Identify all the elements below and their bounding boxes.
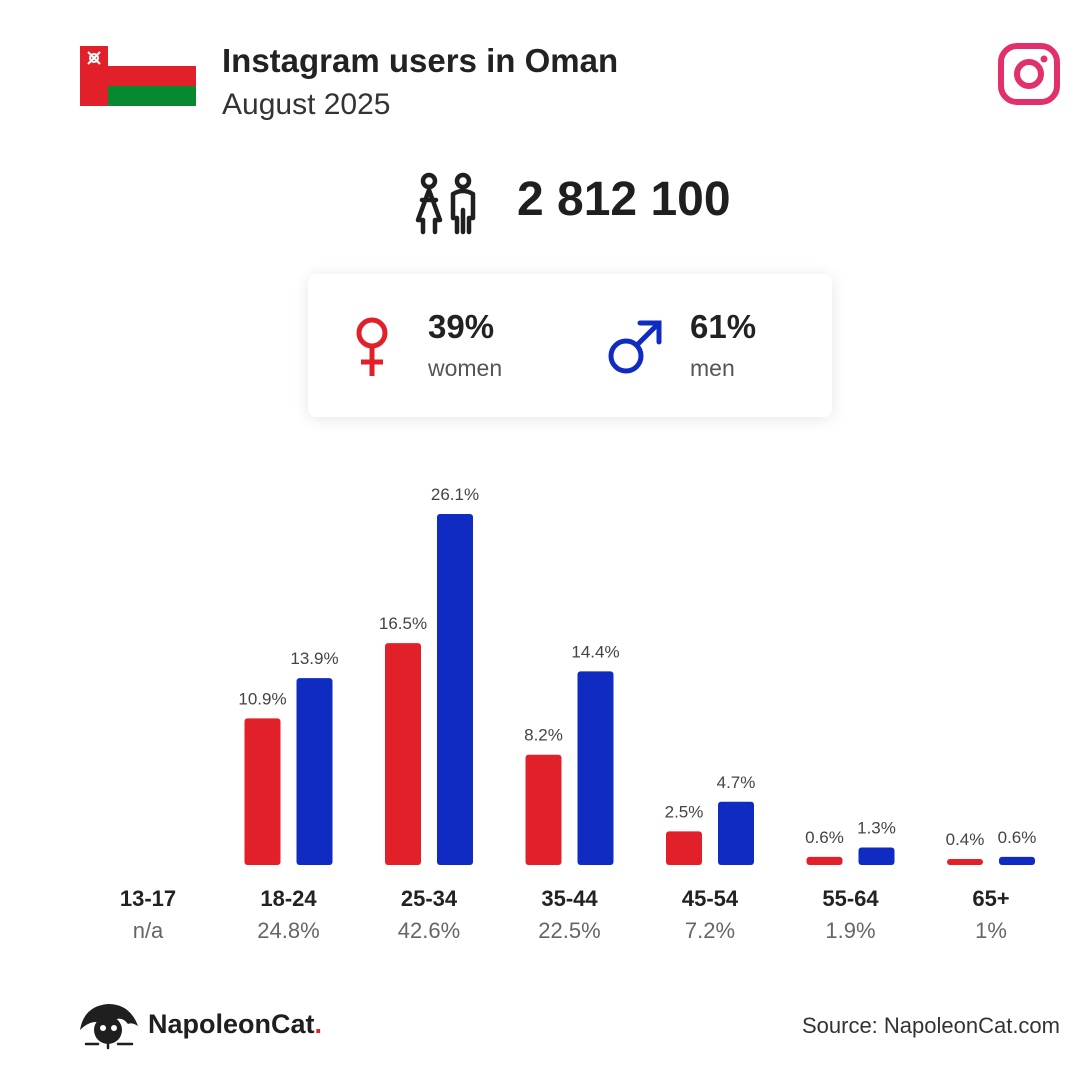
bar-women-25-34 [385, 643, 421, 865]
bar-women-18-24 [244, 718, 281, 865]
value-label-men-35-44: 14.4% [571, 642, 619, 661]
napoleoncat-logo-icon [80, 1004, 138, 1050]
bar-women-35-44 [525, 754, 562, 865]
bar-men-45-54 [718, 801, 754, 865]
source-note: Source: NapoleonCat.com [801, 1013, 1060, 1038]
category-total-55-64: 1.9% [825, 918, 875, 943]
value-label-men-65+: 0.6% [998, 828, 1037, 847]
total-users: 2 812 100 [517, 173, 731, 226]
category-total-65+: 1% [975, 918, 1007, 943]
oman-flag-icon [80, 46, 196, 106]
bar-women-65+ [947, 859, 983, 865]
category-total-13-17: n/a [133, 918, 164, 943]
value-label-women-18-24: 10.9% [238, 689, 286, 708]
category-label-55-64: 55-64 [822, 886, 879, 911]
bar-women-55-64 [806, 856, 843, 865]
category-total-35-44: 22.5% [538, 918, 600, 943]
category-label-45-54: 45-54 [682, 886, 739, 911]
brand-name: NapoleonCat. [148, 1009, 323, 1039]
page-title: Instagram users in Oman [222, 42, 619, 79]
bar-men-18-24 [296, 678, 333, 865]
bar-men-25-34 [437, 514, 473, 865]
men-label: men [690, 355, 735, 381]
page-subtitle: August 2025 [222, 88, 391, 121]
category-label-35-44: 35-44 [541, 886, 598, 911]
category-total-45-54: 7.2% [685, 918, 735, 943]
value-label-men-45-54: 4.7% [717, 773, 756, 792]
value-label-men-55-64: 1.3% [857, 819, 896, 838]
category-label-18-24: 18-24 [260, 886, 317, 911]
male-symbol-icon [608, 320, 662, 374]
bar-men-55-64 [858, 847, 895, 865]
category-label-13-17: 13-17 [120, 886, 176, 911]
women-label: women [428, 355, 503, 381]
instagram-icon [998, 43, 1060, 105]
value-label-women-55-64: 0.6% [805, 828, 844, 847]
bar-women-45-54 [666, 831, 702, 865]
bar-men-35-44 [577, 671, 614, 865]
gender-card: 39% women 61% men [308, 274, 832, 417]
category-label-65+: 65+ [972, 886, 1009, 911]
value-label-women-25-34: 16.5% [379, 614, 427, 633]
age-gender-chart: 13-17 n/a 10.9% 13.9% 18-24 24.8% 16.5% 26.1% 25… [120, 485, 1037, 943]
bar-men-65+ [999, 856, 1035, 865]
men-percentage: 61% [690, 308, 757, 345]
female-symbol-icon [356, 317, 388, 376]
category-label-25-34: 25-34 [401, 886, 458, 911]
category-total-18-24: 24.8% [257, 918, 319, 943]
value-label-men-25-34: 26.1% [431, 485, 479, 504]
category-total-25-34: 42.6% [398, 918, 460, 943]
value-label-women-45-54: 2.5% [665, 802, 704, 821]
value-label-men-18-24: 13.9% [290, 649, 338, 668]
people-icon [415, 172, 476, 235]
women-percentage: 39% [428, 308, 495, 345]
value-label-women-65+: 0.4% [946, 830, 985, 849]
value-label-women-35-44: 8.2% [524, 726, 563, 745]
